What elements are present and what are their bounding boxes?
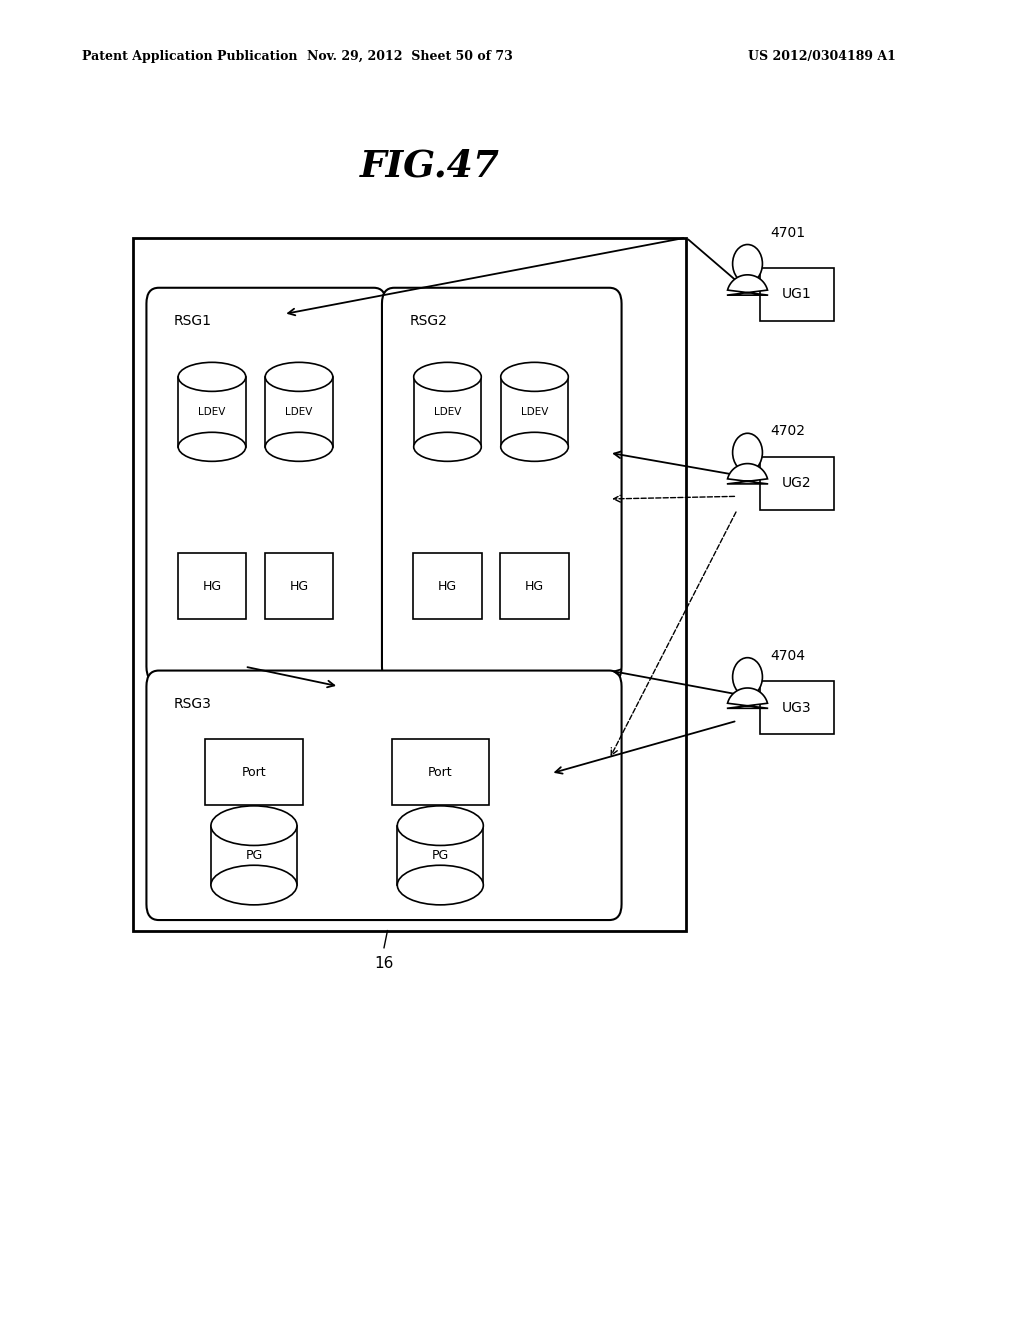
Text: UG1: UG1 [781,288,812,301]
Ellipse shape [414,363,481,392]
Ellipse shape [501,363,568,392]
FancyBboxPatch shape [146,671,622,920]
Bar [760,457,834,510]
Bar [178,553,246,619]
Ellipse shape [211,805,297,846]
Bar [414,378,481,446]
Bar [760,268,834,321]
Text: HG: HG [203,579,221,593]
Bar [391,739,489,805]
Bar [413,553,481,619]
Bar [205,739,303,805]
Bar [265,378,333,446]
Ellipse shape [178,363,246,392]
Text: UG2: UG2 [782,477,811,490]
Text: RSG2: RSG2 [410,314,447,329]
Circle shape [732,433,763,471]
Ellipse shape [414,433,481,462]
Circle shape [732,657,763,696]
Text: Port: Port [242,766,266,779]
Text: LDEV: LDEV [521,407,548,417]
Text: RSG1: RSG1 [174,314,212,329]
Circle shape [732,244,763,282]
Text: 16: 16 [375,956,393,970]
Text: PG: PG [432,849,449,862]
Ellipse shape [501,433,568,462]
Text: US 2012/0304189 A1: US 2012/0304189 A1 [748,50,895,63]
Bar [178,378,246,446]
Ellipse shape [265,363,333,392]
FancyBboxPatch shape [146,288,386,682]
Text: HG: HG [290,579,308,593]
Ellipse shape [397,866,483,906]
Ellipse shape [397,805,483,846]
Bar [501,378,568,446]
Text: 4702: 4702 [770,424,805,438]
Text: HG: HG [438,579,457,593]
Text: LDEV: LDEV [434,407,461,417]
Text: UG3: UG3 [782,701,811,714]
Bar [501,553,569,619]
Ellipse shape [211,866,297,906]
Polygon shape [727,463,768,484]
Polygon shape [727,275,768,296]
Text: Nov. 29, 2012  Sheet 50 of 73: Nov. 29, 2012 Sheet 50 of 73 [307,50,512,63]
Bar [211,826,297,886]
Text: HG: HG [525,579,544,593]
Text: FIG.47: FIG.47 [360,148,500,185]
Text: PG: PG [246,849,262,862]
Polygon shape [727,688,768,709]
Text: Port: Port [428,766,453,779]
Text: 4701: 4701 [770,226,805,240]
Bar [760,681,834,734]
Bar [264,553,333,619]
Text: LDEV: LDEV [199,407,225,417]
Text: 4704: 4704 [770,648,805,663]
Text: LDEV: LDEV [286,407,312,417]
Bar [133,238,686,931]
FancyBboxPatch shape [382,288,622,682]
Text: RSG3: RSG3 [174,697,212,711]
Ellipse shape [265,433,333,462]
Ellipse shape [178,433,246,462]
Bar [397,826,483,886]
Text: Patent Application Publication: Patent Application Publication [82,50,297,63]
